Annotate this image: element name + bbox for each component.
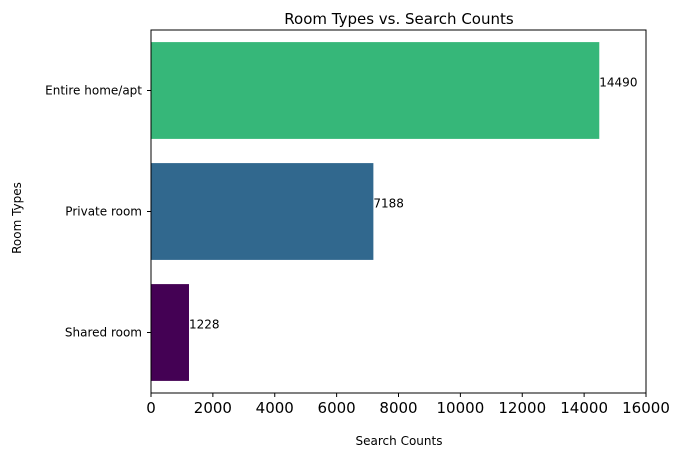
data-label: 14490 [599,76,637,90]
x-tick-label: 6000 [318,399,356,417]
x-tick-label: 12000 [498,399,546,417]
data-label: 1228 [189,318,220,332]
y-tick-label: Private room [65,205,142,219]
ticks-group: Entire home/apt Private room Shared room 0 2… [45,84,670,418]
bars-group: 14490 7188 1228 [151,42,637,381]
y-tick-label: Shared room [65,326,142,340]
plot-frame [150,29,647,394]
x-tick-label: 4000 [256,399,294,417]
bar-private-room [151,163,374,260]
data-label: 7188 [373,197,404,211]
bar-entire-home-apt [151,42,600,139]
chart-title: Room Types vs. Search Counts [284,10,514,28]
x-tick-label: 8000 [379,399,417,417]
bar-shared-room [151,284,189,381]
x-tick-label: 2000 [194,399,232,417]
y-tick-label: Entire home/apt [45,84,142,98]
x-tick-label: 16000 [622,399,670,417]
y-axis-label: Room Types [10,182,24,254]
x-tick-label: 14000 [560,399,608,417]
x-axis-label: Search Counts [356,434,443,448]
x-tick-label: 0 [146,399,156,417]
x-tick-label: 10000 [437,399,485,417]
